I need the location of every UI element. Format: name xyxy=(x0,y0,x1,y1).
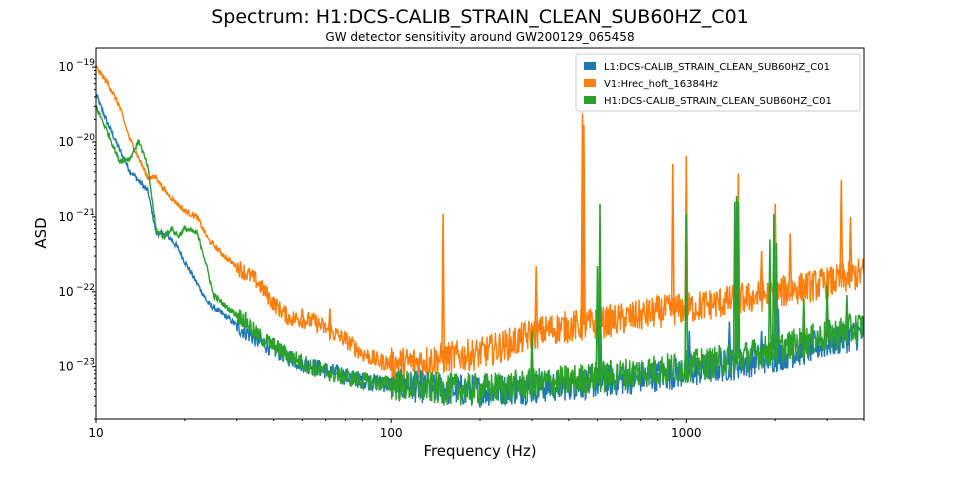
spectral-peak xyxy=(530,330,534,385)
spectral-peak xyxy=(581,124,586,325)
spectral-peak xyxy=(848,216,853,277)
y-tick-exponent: −21 xyxy=(76,208,95,218)
spectral-peak xyxy=(300,308,305,320)
x-tick-label: 10 xyxy=(88,426,103,440)
legend-entry-label: L1:DCS-CALIB_STRAIN_CLEAN_SUB60HZ_C01 xyxy=(604,62,830,73)
y-tick-label: 10 xyxy=(58,210,73,224)
series-3 xyxy=(96,105,864,406)
spectral-peak xyxy=(839,180,844,280)
y-tick-label: 10 xyxy=(58,285,73,299)
spectral-peak xyxy=(534,266,539,334)
spectral-peak xyxy=(389,353,394,364)
y-tick-exponent: −23 xyxy=(76,358,95,368)
spectral-peak xyxy=(774,242,779,350)
y-tick-exponent: −19 xyxy=(76,58,95,68)
series-line xyxy=(96,64,864,380)
x-axis-label: Frequency (Hz) xyxy=(423,442,536,460)
spectral-peak xyxy=(801,298,806,343)
spectral-peak xyxy=(771,213,776,350)
legend-swatch xyxy=(584,62,596,70)
spectral-peak xyxy=(327,308,332,332)
spectral-peak xyxy=(687,330,692,372)
spectral-peak xyxy=(825,285,830,336)
legend-swatch xyxy=(584,96,596,104)
y-axis-label: ASD xyxy=(32,217,50,248)
spectral-peak xyxy=(670,163,675,311)
y-tick-label: 10 xyxy=(58,360,73,374)
spectral-peak xyxy=(759,250,764,296)
spectral-peak xyxy=(844,295,849,331)
spectral-peak xyxy=(598,203,602,378)
x-tick-label: 1000 xyxy=(671,426,702,440)
spectral-peak xyxy=(478,346,482,354)
legend-entry-label: V1:Hrec_hoft_16384Hz xyxy=(604,79,718,90)
series-2 xyxy=(96,64,864,380)
legend-entry-label: H1:DCS-CALIB_STRAIN_CLEAN_SUB60HZ_C01 xyxy=(604,96,832,107)
spectral-peak xyxy=(767,239,772,351)
y-tick-label: 10 xyxy=(58,60,73,74)
x-tick-label: 100 xyxy=(380,426,403,440)
spectral-peak xyxy=(788,233,793,291)
y-tick-exponent: −22 xyxy=(76,283,95,293)
spectral-peak xyxy=(684,213,689,367)
y-tick-exponent: −20 xyxy=(76,133,95,143)
legend-swatch xyxy=(584,79,596,87)
legend: L1:DCS-CALIB_STRAIN_CLEAN_SUB60HZ_C01 V1:… xyxy=(575,53,861,112)
chart-title: Spectrum: H1:DCS-CALIB_STRAIN_CLEAN_SUB6… xyxy=(211,6,749,28)
spectral-peak xyxy=(441,213,446,359)
y-tick-label: 10 xyxy=(58,135,73,149)
legend-box xyxy=(575,53,861,112)
spectral-peak xyxy=(736,201,741,359)
chart-subtitle: GW detector sensitivity around GW200129_… xyxy=(325,30,635,44)
